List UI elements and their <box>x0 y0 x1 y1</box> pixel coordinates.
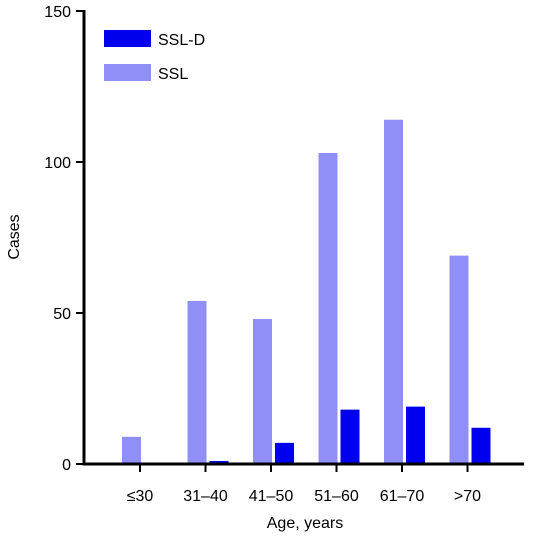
legend-swatch <box>104 30 151 47</box>
x-tick-label: 31–40 <box>183 488 228 505</box>
x-ticks-group: ≤30 31–40 41–50 51–60 61–70 >70 <box>127 464 481 505</box>
x-tick-label: >70 <box>454 488 481 505</box>
bar-ssl-d <box>471 427 491 464</box>
y-tick-label: 50 <box>53 306 71 323</box>
bar-ssl-d <box>406 406 425 464</box>
y-ticks-group: 0 50 100 150 <box>44 4 84 474</box>
bar-ssl <box>318 152 338 464</box>
bar-ssl <box>122 436 141 464</box>
legend: SSL-D SSL <box>104 30 205 83</box>
x-tick-label: 41–50 <box>249 488 294 505</box>
bar-ssl-d <box>340 409 360 464</box>
x-tick-label: 61–70 <box>380 488 425 505</box>
legend-label: SSL-D <box>158 32 205 49</box>
bar-ssl-d <box>275 442 294 464</box>
y-axis-title: Cases <box>6 214 23 259</box>
y-tick-label: 0 <box>62 457 71 474</box>
bar-ssl <box>449 255 469 464</box>
y-tick-label: 150 <box>44 4 71 21</box>
x-axis-title: Age, years <box>267 515 343 532</box>
bar-ssl <box>187 300 207 464</box>
bar-ssl-d <box>209 460 229 464</box>
x-tick-label: ≤30 <box>127 488 154 505</box>
bar-ssl <box>253 319 272 464</box>
x-tick-label: 51–60 <box>314 488 359 505</box>
legend-swatch <box>104 64 151 81</box>
legend-label: SSL <box>158 66 188 83</box>
bars-group <box>122 119 491 464</box>
bar-ssl <box>384 119 403 464</box>
y-tick-label: 100 <box>44 155 71 172</box>
